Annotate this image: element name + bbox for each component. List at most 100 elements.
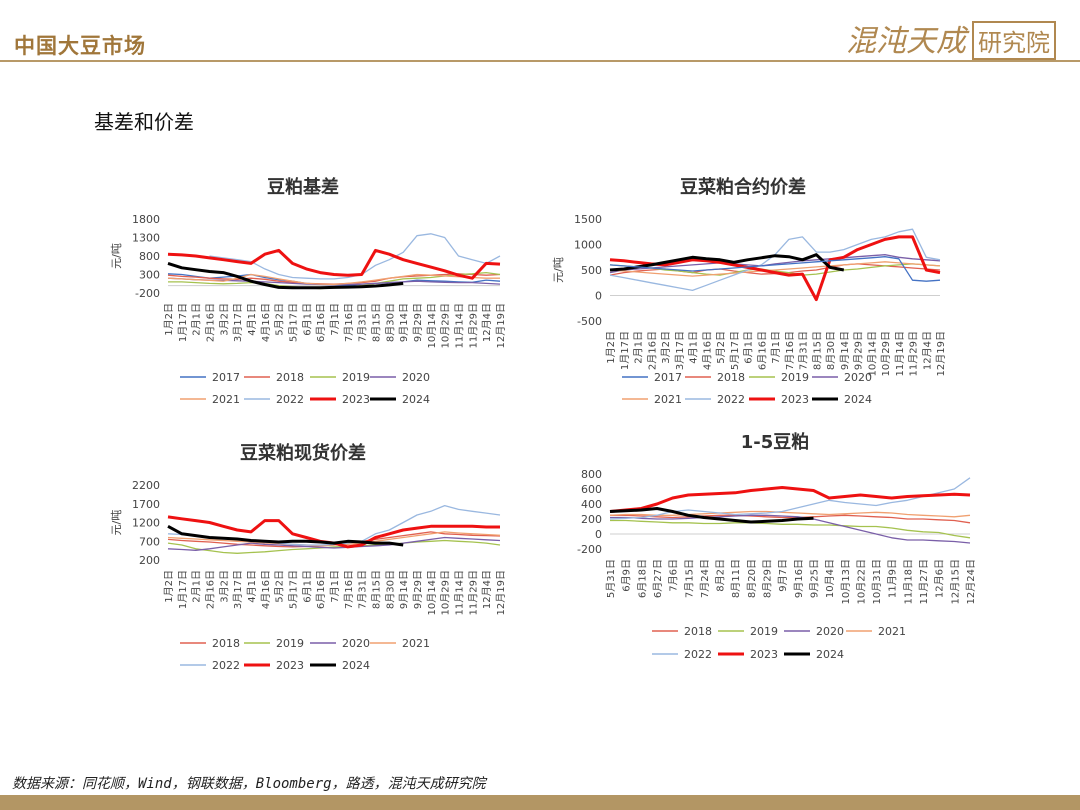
x-tick-label: 12月19日: [495, 303, 507, 348]
x-tick-label: 5月17日: [288, 303, 300, 342]
x-tick-label: 12月19日: [935, 331, 947, 376]
x-tick-label: 2月16日: [646, 331, 658, 370]
x-tick-label: 8月29日: [762, 559, 774, 598]
x-tick-label: 2月1日: [191, 570, 203, 603]
x-tick-label: 3月17日: [232, 303, 244, 342]
legend-label: 2022: [684, 648, 712, 661]
section-title: 基差和价差: [94, 110, 194, 134]
x-tick-label: 8月30日: [384, 303, 396, 342]
x-tick-label: 10月31日: [871, 559, 883, 604]
x-tick-label: 7月31日: [357, 570, 369, 609]
legend-label: 2018: [276, 371, 304, 384]
series-line-2020: [167, 536, 501, 551]
legend-label: 2023: [276, 659, 304, 672]
y-axis-label: 元/吨: [552, 257, 565, 283]
x-tick-label: 12月4日: [921, 331, 933, 370]
x-tick-label: 11月14日: [454, 570, 466, 615]
legend-label: 2022: [212, 659, 240, 672]
x-tick-label: 5月17日: [729, 331, 741, 370]
brand-logo: 混沌天成 研究院: [846, 16, 1056, 60]
legend-label: 2018: [212, 637, 240, 650]
legend-label: 2023: [781, 393, 809, 406]
x-tick-label: 10月14日: [426, 570, 438, 615]
y-tick-label: 800: [139, 250, 160, 263]
x-tick-label: 12月19日: [495, 570, 507, 615]
y-tick-label: 1700: [132, 498, 160, 511]
x-tick-label: 11月27日: [918, 559, 930, 604]
y-tick-label: 700: [139, 535, 160, 548]
legend-label: 2017: [212, 371, 240, 384]
x-tick-label: 12月15日: [949, 559, 961, 604]
x-tick-label: 4月1日: [246, 570, 258, 603]
legend-label: 2020: [342, 637, 370, 650]
x-tick-label: 10月29日: [440, 570, 452, 615]
chart-title: 豆菜粕现货价差: [240, 442, 366, 464]
y-tick-label: 400: [581, 498, 602, 511]
x-tick-label: 6月16日: [315, 303, 327, 342]
x-tick-label: 11月14日: [454, 303, 466, 348]
y-tick-label: 800: [581, 468, 602, 481]
x-tick-label: 7月1日: [770, 331, 782, 364]
x-tick-label: 8月30日: [825, 331, 837, 370]
x-tick-label: 2月1日: [191, 303, 203, 336]
x-tick-label: 4月1日: [688, 331, 700, 364]
legend-label: 2021: [212, 393, 240, 406]
x-tick-label: 6月1日: [743, 331, 755, 364]
x-tick-label: 7月1日: [329, 570, 341, 603]
x-tick-label: 4月1日: [246, 303, 258, 336]
legend-label: 2024: [816, 648, 844, 661]
x-tick-label: 10月13日: [840, 559, 852, 604]
y-tick-label: 600: [581, 483, 602, 496]
legend-label: 2018: [684, 625, 712, 638]
header-divider: [0, 60, 1080, 62]
x-tick-label: 9月7日: [777, 559, 789, 592]
series-line-2024: [167, 261, 404, 290]
y-tick-label: 300: [139, 269, 160, 282]
chart-title: 豆菜粕合约价差: [680, 176, 806, 198]
x-tick-label: 3月2日: [218, 570, 230, 603]
legend-label: 2019: [342, 371, 370, 384]
series-line-2023: [609, 486, 971, 513]
legend-label: 2019: [781, 371, 809, 384]
x-tick-label: 12月6日: [934, 559, 946, 598]
x-tick-label: 8月2日: [715, 559, 727, 592]
x-tick-label: 9月29日: [412, 570, 424, 609]
legend-label: 2023: [750, 648, 778, 661]
legend-label: 2023: [342, 393, 370, 406]
x-tick-label: 7月16日: [784, 331, 796, 370]
y-tick-label: -200: [577, 543, 602, 556]
y-tick-label: 0: [595, 528, 602, 541]
y-tick-label: 200: [139, 554, 160, 567]
x-tick-label: 4月16日: [701, 331, 713, 370]
series-line-2023: [609, 235, 941, 302]
x-tick-label: 10月29日: [880, 331, 892, 376]
x-tick-label: 11月29日: [467, 570, 479, 615]
x-tick-label: 9月29日: [853, 331, 865, 370]
x-tick-label: 11月14日: [894, 331, 906, 376]
x-tick-label: 11月29日: [908, 331, 920, 376]
x-tick-label: 12月24日: [965, 559, 977, 604]
x-tick-label: 5月2日: [715, 331, 727, 364]
y-tick-label: 1000: [574, 239, 602, 252]
series-line-2021: [609, 261, 941, 277]
series-line-2019: [610, 519, 971, 539]
x-tick-label: 10月29日: [440, 303, 452, 348]
legend-label: 2018: [717, 371, 745, 384]
x-tick-label: 5月2日: [274, 303, 286, 336]
series-line-2019: [609, 263, 941, 276]
series-line-2017: [609, 256, 941, 282]
legend-label: 2022: [276, 393, 304, 406]
x-tick-label: 1月17日: [177, 303, 189, 342]
legend-label: 2024: [844, 393, 872, 406]
x-tick-label: 9月14日: [398, 570, 410, 609]
x-tick-label: 2月1日: [633, 331, 645, 364]
y-tick-label: 1300: [132, 232, 160, 245]
legend-label: 2021: [402, 637, 430, 650]
legend-label: 2020: [816, 625, 844, 638]
legend-label: 2021: [878, 625, 906, 638]
legend-label: 2020: [402, 371, 430, 384]
x-tick-label: 1月17日: [619, 331, 631, 370]
legend-label: 2024: [342, 659, 370, 672]
